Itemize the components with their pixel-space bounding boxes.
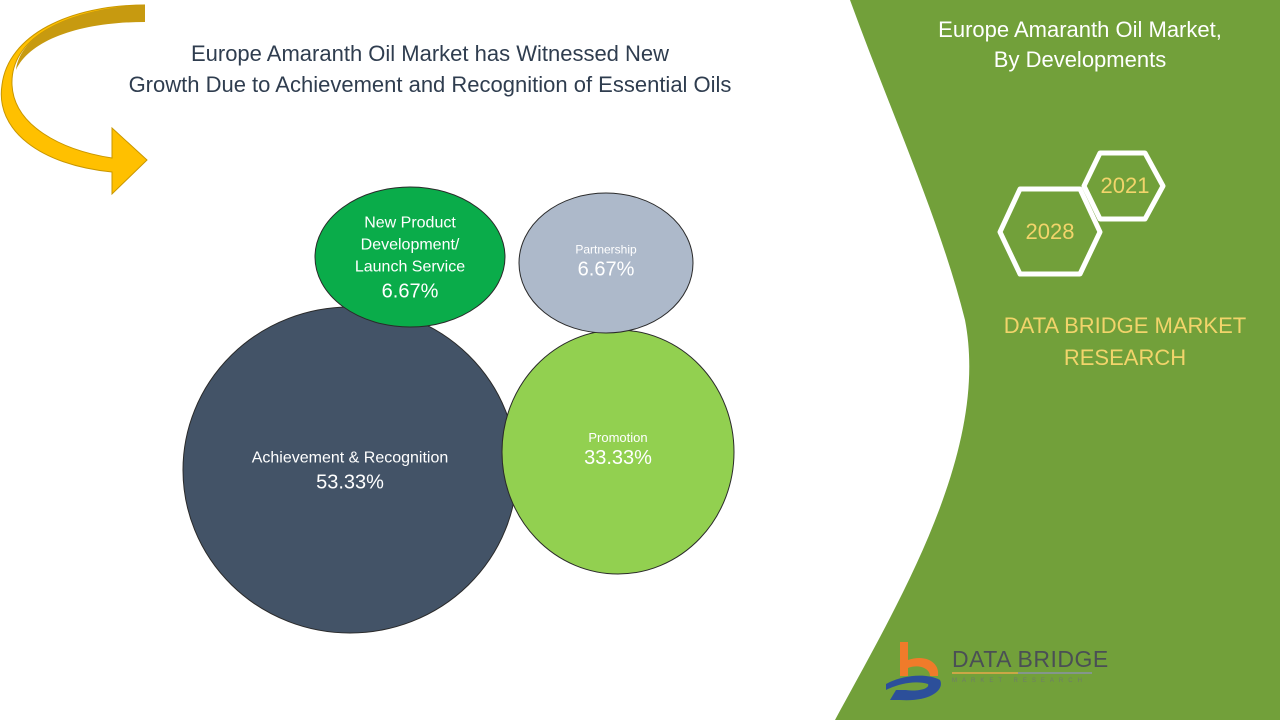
bubble-chart (182, 186, 735, 634)
logo-text: DATA BRIDGE (952, 646, 1109, 672)
brand-line-1: DATA BRIDGE MARKET (1003, 313, 1247, 338)
hexagon-2028 (997, 186, 1103, 277)
bubble-name: Promotion (588, 430, 648, 445)
bubble-label-promotion: Promotion 33.33% (518, 430, 718, 470)
bubble-partnership (518, 192, 694, 334)
bubble-new-product (314, 186, 506, 328)
bubble-name: New Product Development/ Launch Service (354, 214, 466, 276)
hexagon-2021 (1081, 150, 1166, 222)
title-line-1: Europe Amaranth Oil Market has Witnessed… (190, 41, 670, 66)
curved-arrow-icon (0, 4, 148, 196)
panel-title-line-2: By Developments (993, 47, 1167, 72)
panel-title-line-1: Europe Amaranth Oil Market, (938, 17, 1222, 42)
bubble-name: Achievement & Recognition (251, 449, 449, 467)
year-end: 2028 (1025, 219, 1075, 244)
brand-name: DATA BRIDGE MARKET RESEARCH (980, 310, 1270, 374)
bubble-label-new-product: New Product Development/ Launch Service … (340, 213, 480, 304)
panel-title: Europe Amaranth Oil Market, By Developme… (900, 15, 1260, 75)
year-start: 2021 (1100, 173, 1150, 198)
bubble-value: 6.67% (381, 280, 439, 303)
bubble-name: Partnership (575, 242, 637, 257)
page-title: Europe Amaranth Oil Market has Witnessed… (70, 38, 790, 100)
green-side-panel (835, 0, 1280, 720)
bubble-value: 6.67% (577, 258, 635, 281)
brand-line-2: RESEARCH (1063, 345, 1187, 370)
bubble-label-partnership: Partnership 6.67% (526, 243, 686, 282)
bubble-label-achievement: Achievement & Recognition 53.33% (220, 450, 480, 495)
title-line-2: Growth Due to Achievement and Recognitio… (128, 72, 732, 97)
logo-icon (886, 642, 941, 701)
logo-subtext: MARKET RESEARCH (952, 678, 1087, 684)
bubble-value: 33.33% (584, 447, 652, 469)
bubble-value: 53.33% (316, 471, 384, 494)
